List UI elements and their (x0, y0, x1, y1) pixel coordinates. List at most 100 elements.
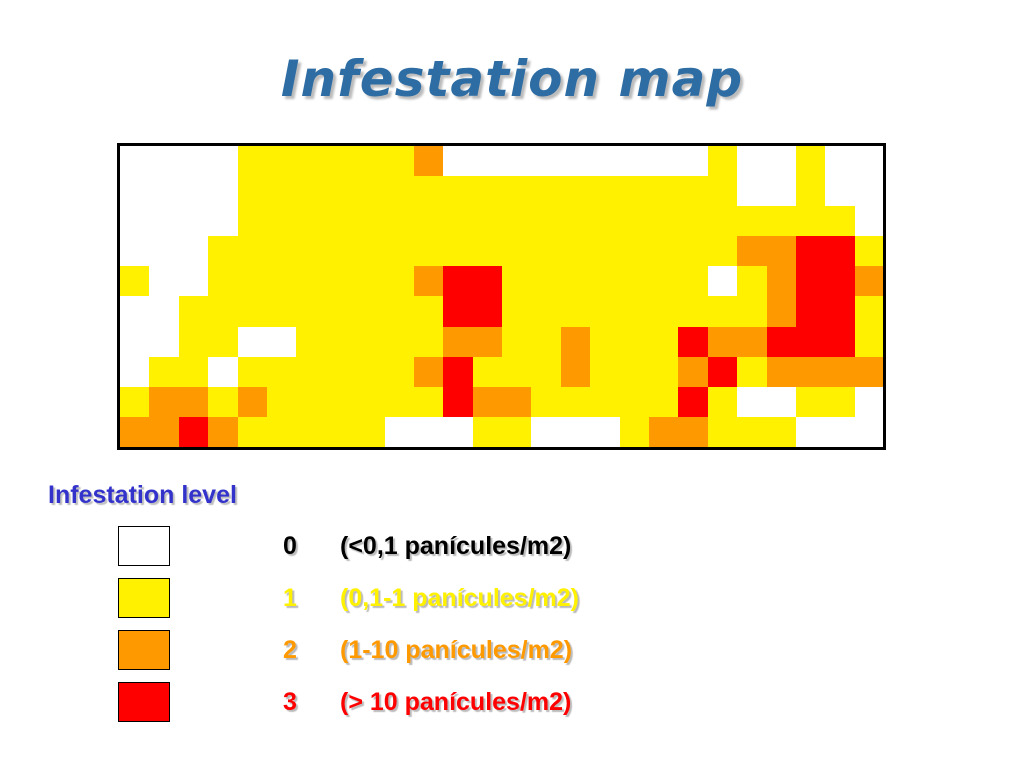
map-cell (149, 416, 179, 447)
map-cell (766, 206, 796, 237)
map-cell (178, 236, 209, 267)
map-cell (560, 386, 591, 417)
map-cell (766, 416, 796, 447)
map-cell (325, 176, 356, 207)
map-cell (149, 176, 179, 207)
map-cell (825, 416, 855, 447)
map-cell (178, 206, 209, 237)
map-cell (237, 206, 267, 237)
map-cell (531, 206, 561, 237)
map-cell (560, 146, 591, 177)
map-cell (384, 206, 414, 237)
map-cell (825, 326, 855, 357)
map-cell (296, 296, 326, 327)
map-cell (502, 176, 532, 207)
map-cell (619, 356, 650, 387)
map-cell (355, 416, 385, 447)
map-cell (649, 296, 679, 327)
map-cell (531, 296, 561, 327)
map-cell (325, 296, 356, 327)
map-cell (502, 146, 532, 177)
map-cell (766, 266, 796, 297)
map-cell (237, 326, 267, 357)
map-cell (619, 266, 650, 297)
map-cell (413, 176, 444, 207)
map-cell (443, 356, 473, 387)
map-cell (678, 146, 708, 177)
map-cell (208, 386, 238, 417)
map-cell (472, 206, 503, 237)
map-cell (472, 146, 503, 177)
map-cell (413, 326, 444, 357)
map-cell (208, 146, 238, 177)
map-cell (825, 176, 855, 207)
map-cell (795, 266, 826, 297)
map-cell (296, 416, 326, 447)
map-cell (149, 266, 179, 297)
map-cell (384, 386, 414, 417)
map-cell (854, 326, 883, 357)
map-cell (795, 356, 826, 387)
map-cell (266, 296, 297, 327)
map-cell (149, 146, 179, 177)
map-cell (325, 356, 356, 387)
map-cell (560, 356, 591, 387)
map-cell (707, 206, 738, 237)
map-cell (384, 296, 414, 327)
map-cell (472, 296, 503, 327)
map-cell (795, 326, 826, 357)
map-cell (178, 326, 209, 357)
map-cell (502, 266, 532, 297)
map-cell (296, 356, 326, 387)
map-cell (120, 356, 150, 387)
map-cell (560, 416, 591, 447)
map-cell (737, 416, 767, 447)
map-cell (737, 296, 767, 327)
map-cell (766, 146, 796, 177)
map-cell (854, 206, 883, 237)
map-cell (707, 266, 738, 297)
map-cell (766, 236, 796, 267)
legend-swatch-level-1 (118, 578, 170, 618)
page-title: Infestation map (280, 50, 744, 108)
map-cell (766, 356, 796, 387)
map-cell (502, 416, 532, 447)
map-cell (707, 176, 738, 207)
map-cell (825, 236, 855, 267)
map-cell (149, 236, 179, 267)
map-cell (355, 386, 385, 417)
map-cell (208, 236, 238, 267)
map-cell (854, 176, 883, 207)
infestation-heatmap-grid (120, 146, 883, 447)
map-cell (120, 386, 150, 417)
map-cell (120, 266, 150, 297)
map-cell (678, 206, 708, 237)
map-cell (149, 386, 179, 417)
map-cell (266, 386, 297, 417)
map-cell (619, 146, 650, 177)
map-cell (795, 176, 826, 207)
map-cell (149, 206, 179, 237)
map-cell (120, 176, 150, 207)
map-cell (649, 146, 679, 177)
map-cell (502, 236, 532, 267)
map-cell (795, 296, 826, 327)
map-cell (384, 326, 414, 357)
map-cell (737, 176, 767, 207)
map-cell (707, 296, 738, 327)
map-cell (266, 176, 297, 207)
map-cell (472, 416, 503, 447)
map-cell (355, 296, 385, 327)
map-cell (266, 266, 297, 297)
map-cell (237, 356, 267, 387)
map-cell (120, 146, 150, 177)
map-cell (590, 266, 620, 297)
map-cell (825, 296, 855, 327)
map-cell (649, 266, 679, 297)
map-cell (795, 206, 826, 237)
map-cell (854, 266, 883, 297)
legend-level-value-3: 3 (283, 687, 297, 716)
map-cell (590, 176, 620, 207)
map-cell (825, 266, 855, 297)
map-cell (737, 386, 767, 417)
